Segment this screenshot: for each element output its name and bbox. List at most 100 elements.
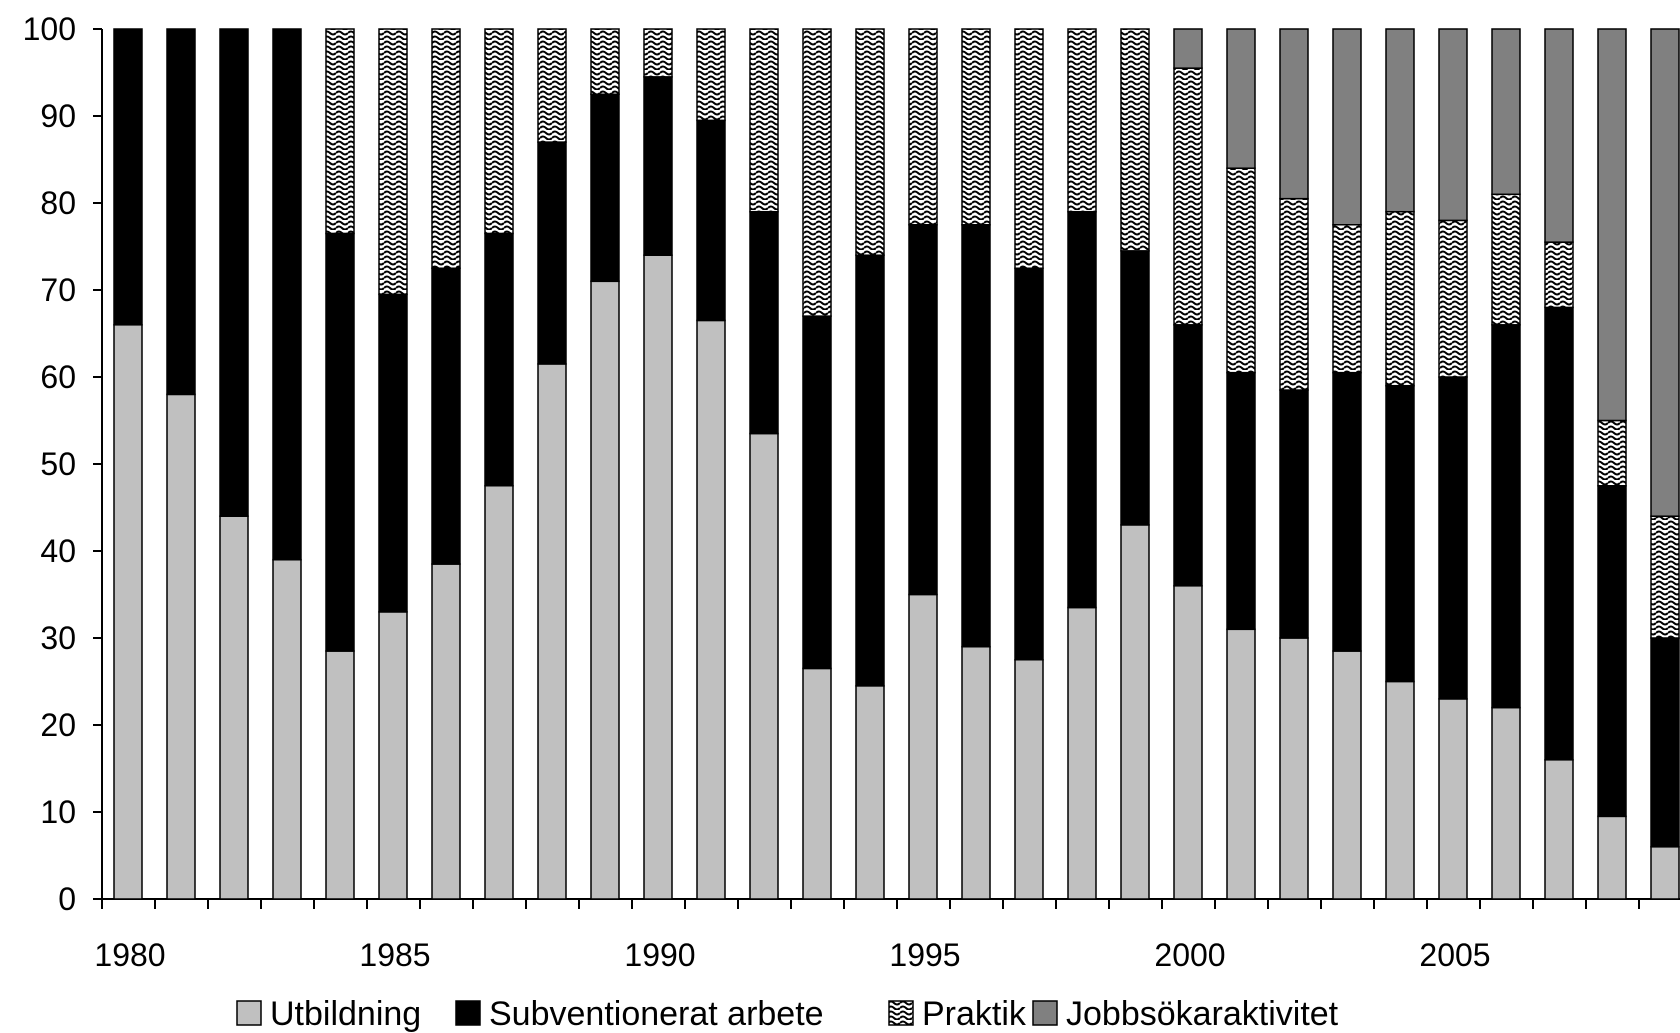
bar-segment-praktik-1995: [908, 28, 938, 226]
bar-segment-utbildning-1992: [749, 432, 779, 900]
bar-segment-jobbs-karaktivitet-2005: [1438, 28, 1468, 222]
bar-segment-subventionerat-arbete-1991: [696, 119, 726, 322]
bar-segment-subventionerat-arbete-2007: [1544, 306, 1574, 761]
bar-segment-utbildning-2002: [1279, 637, 1309, 900]
bar-segment-utbildning-1998: [1067, 606, 1097, 900]
bar-segment-jobbs-karaktivitet-2001: [1226, 28, 1256, 169]
y-tick-label: 50: [40, 446, 76, 482]
bar-segment-utbildning-1988: [537, 363, 567, 900]
bar-segment-subventionerat-arbete-1989: [590, 93, 620, 283]
bar-segment-utbildning-2009: [1650, 846, 1680, 900]
bar-segment-utbildning-1995: [908, 593, 938, 900]
bar-segment-jobbs-karaktivitet-2002: [1279, 28, 1309, 200]
bar-segment-utbildning-1982: [219, 515, 249, 900]
y-tick-label: 60: [40, 359, 76, 395]
bar-segment-subventionerat-arbete-2009: [1650, 637, 1680, 848]
bar-segment-utbildning-1984: [325, 650, 355, 900]
legend-label: Subventionerat arbete: [489, 995, 824, 1033]
bar-segment-praktik-1990: [643, 28, 673, 78]
bar-segment-subventionerat-arbete-1997: [1014, 267, 1044, 661]
bar-segment-utbildning-1996: [961, 645, 991, 900]
bar-segment-praktik-2008: [1597, 419, 1627, 487]
bar-segment-praktik-1994: [855, 28, 885, 256]
bar-segment-praktik-1993: [802, 28, 832, 317]
bar-segment-praktik-1987: [484, 28, 514, 235]
bar-segment-praktik-1986: [431, 28, 461, 269]
legend: Utbildning Subventionerat arbete Praktik Jo…: [236, 995, 1339, 1033]
legend-item: Subventionerat arbete: [455, 995, 824, 1033]
bar-segment-subventionerat-arbete-2005: [1438, 376, 1468, 700]
y-tick-label: 70: [40, 272, 76, 308]
y-tick-label: 10: [40, 794, 76, 830]
bar-segment-praktik-1997: [1014, 28, 1044, 269]
bar-segment-utbildning-1989: [590, 280, 620, 900]
bar-segment-utbildning-2003: [1332, 650, 1362, 900]
bar-segment-subventionerat-arbete-1993: [802, 315, 832, 670]
x-tick-label: 1985: [359, 937, 430, 973]
bar-segment-subventionerat-arbete-1980: [113, 28, 143, 326]
bar-segment-subventionerat-arbete-1987: [484, 232, 514, 487]
bar-segment-utbildning-2001: [1226, 628, 1256, 900]
bar-segment-utbildning-2004: [1385, 680, 1415, 900]
legend-swatch: [455, 1000, 481, 1026]
bar-segment-utbildning-1985: [378, 611, 408, 900]
legend-label: Jobbsökaraktivitet: [1066, 995, 1339, 1033]
bar-segment-utbildning-1986: [431, 563, 461, 900]
bar-segment-jobbs-karaktivitet-2004: [1385, 28, 1415, 213]
bar-segment-jobbs-karaktivitet-2007: [1544, 28, 1574, 243]
y-tick-label: 100: [23, 11, 76, 47]
bar-segment-praktik-1984: [325, 28, 355, 235]
bar-segment-subventionerat-arbete-1983: [272, 28, 302, 561]
bar-segment-praktik-2001: [1226, 167, 1256, 374]
bar-segment-praktik-1996: [961, 28, 991, 226]
bar-segment-subventionerat-arbete-2003: [1332, 371, 1362, 652]
y-tick-label: 90: [40, 98, 76, 134]
legend-item: Praktik: [888, 995, 1027, 1033]
legend-swatch: [236, 1000, 262, 1026]
bar-segment-utbildning-1993: [802, 667, 832, 900]
bar-segment-subventionerat-arbete-1982: [219, 28, 249, 517]
bar-segment-utbildning-2008: [1597, 815, 1627, 900]
bar-segment-subventionerat-arbete-2008: [1597, 485, 1627, 818]
legend-item: Utbildning: [236, 995, 421, 1033]
y-axis: 0 10 20 30 40 50 60 70 80 90 100: [23, 11, 103, 917]
x-tick-label: 1990: [624, 937, 695, 973]
bar-segment-jobbs-karaktivitet-2008: [1597, 28, 1627, 422]
bar-segment-praktik-1989: [590, 28, 620, 95]
bar-segment-jobbs-karaktivitet-2003: [1332, 28, 1362, 226]
bar-segment-utbildning-2005: [1438, 698, 1468, 900]
bar-segment-praktik-1985: [378, 28, 408, 296]
bar-segment-praktik-1991: [696, 28, 726, 122]
bar-segment-utbildning-1983: [272, 558, 302, 900]
bar-segment-subventionerat-arbete-1994: [855, 254, 885, 687]
bar-segment-subventionerat-arbete-1998: [1067, 210, 1097, 609]
bar-segment-subventionerat-arbete-2001: [1226, 371, 1256, 631]
bar-segment-utbildning-1987: [484, 485, 514, 900]
bar-segment-praktik-2005: [1438, 219, 1468, 378]
bar-segment-utbildning-2006: [1491, 706, 1521, 900]
x-axis: 1980 1985 1990 1995 2000 2005: [94, 898, 1680, 973]
x-tick-label: 2005: [1419, 937, 1490, 973]
bar-segment-praktik-2009: [1650, 515, 1680, 639]
bars: [113, 28, 1680, 900]
bar-segment-praktik-2000: [1173, 67, 1203, 326]
bar-segment-jobbs-karaktivitet-2009: [1650, 28, 1680, 517]
legend-label: Utbildning: [270, 995, 421, 1033]
x-tick-label: 2000: [1154, 937, 1225, 973]
bar-segment-praktik-2007: [1544, 241, 1574, 309]
bar-segment-subventionerat-arbete-1996: [961, 224, 991, 648]
bar-segment-subventionerat-arbete-1999: [1120, 250, 1150, 526]
y-tick-label: 20: [40, 707, 76, 743]
legend-item: Jobbsökaraktivitet: [1032, 995, 1339, 1033]
bar-segment-utbildning-1991: [696, 319, 726, 900]
bar-segment-praktik-1999: [1120, 28, 1150, 252]
bar-segment-praktik-2003: [1332, 224, 1362, 374]
bar-segment-subventionerat-arbete-2000: [1173, 324, 1203, 587]
bar-segment-utbildning-1990: [643, 254, 673, 900]
bar-segment-praktik-2002: [1279, 197, 1309, 391]
bar-segment-subventionerat-arbete-1981: [166, 28, 196, 396]
bar-segment-praktik-2004: [1385, 210, 1415, 387]
bar-segment-utbildning-1997: [1014, 659, 1044, 900]
y-tick-label: 80: [40, 185, 76, 221]
